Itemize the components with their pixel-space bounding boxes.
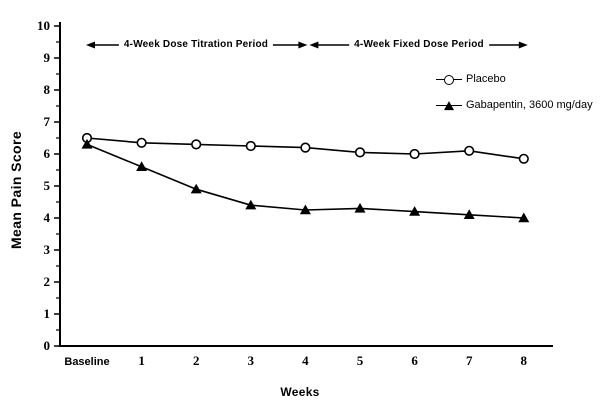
y-tick-label: 0 bbox=[44, 338, 51, 353]
legend-item-gabapentin: Gabapentin, 3600 mg/day bbox=[436, 97, 593, 113]
y-tick-label: 1 bbox=[44, 306, 51, 321]
annotation-titration-period: 4-Week Dose Titration Period bbox=[118, 38, 274, 52]
y-tick-label: 10 bbox=[37, 18, 50, 33]
gabapentin-data-marker bbox=[245, 199, 257, 210]
gabapentin-data-marker bbox=[299, 204, 311, 215]
y-axis-title: Mean Pain Score bbox=[8, 130, 24, 250]
y-tick-label: 5 bbox=[44, 178, 51, 193]
y-tick-label: 2 bbox=[44, 274, 51, 289]
legend: Placebo Gabapentin, 3600 mg/day bbox=[436, 71, 593, 123]
arrowhead-right-icon bbox=[298, 41, 308, 49]
x-tick-label: 1 bbox=[138, 353, 145, 368]
x-tick-label: 5 bbox=[357, 353, 364, 368]
gabapentin-data-marker bbox=[354, 202, 366, 213]
placebo-data-marker bbox=[518, 153, 529, 164]
gabapentin-data-marker bbox=[518, 212, 530, 223]
placebo-data-marker bbox=[191, 139, 202, 150]
gabapentin-data-marker bbox=[81, 138, 93, 149]
y-tick-label: 8 bbox=[44, 82, 51, 97]
x-tick-label: Baseline bbox=[64, 356, 109, 368]
arrowhead-left-icon bbox=[86, 41, 95, 49]
open-circle-marker-icon bbox=[444, 74, 454, 85]
legend-item-placebo: Placebo bbox=[436, 71, 593, 87]
y-tick-label: 4 bbox=[44, 210, 51, 225]
legend-line bbox=[436, 100, 462, 110]
gabapentin-data-marker bbox=[463, 209, 475, 219]
x-tick-label: 3 bbox=[248, 353, 255, 368]
placebo-data-marker bbox=[464, 145, 475, 156]
x-tick-label: 8 bbox=[521, 353, 528, 368]
placebo-data-marker bbox=[354, 147, 366, 158]
gabapentin-data-marker bbox=[136, 161, 148, 171]
placebo-data-marker bbox=[245, 140, 256, 152]
x-tick-label: 7 bbox=[466, 353, 473, 368]
filled-triangle-marker-icon bbox=[444, 100, 454, 110]
legend-label-gabapentin: Gabapentin, 3600 mg/day bbox=[466, 99, 593, 111]
y-tick-label: 6 bbox=[44, 146, 51, 161]
arrowhead-right-icon bbox=[518, 41, 528, 49]
x-tick-label: 4 bbox=[302, 353, 309, 368]
x-tick-label: 2 bbox=[193, 353, 200, 368]
gabapentin-data-marker bbox=[409, 206, 421, 216]
legend-line bbox=[436, 74, 462, 85]
arrowhead-left-icon bbox=[309, 41, 319, 49]
gabapentin-data-marker bbox=[190, 183, 202, 194]
annotation-fixed-dose-period: 4-Week Fixed Dose Period bbox=[349, 38, 489, 52]
legend-label-placebo: Placebo bbox=[466, 73, 506, 85]
x-tick-label: 6 bbox=[411, 353, 418, 368]
y-tick-label: 9 bbox=[44, 50, 51, 65]
placebo-data-marker bbox=[136, 137, 147, 148]
y-tick-label: 3 bbox=[44, 242, 51, 257]
placebo-data-marker bbox=[300, 142, 311, 153]
placebo-data-marker bbox=[409, 148, 420, 160]
x-axis-title: Weeks bbox=[280, 385, 320, 399]
y-tick-label: 7 bbox=[44, 114, 51, 129]
